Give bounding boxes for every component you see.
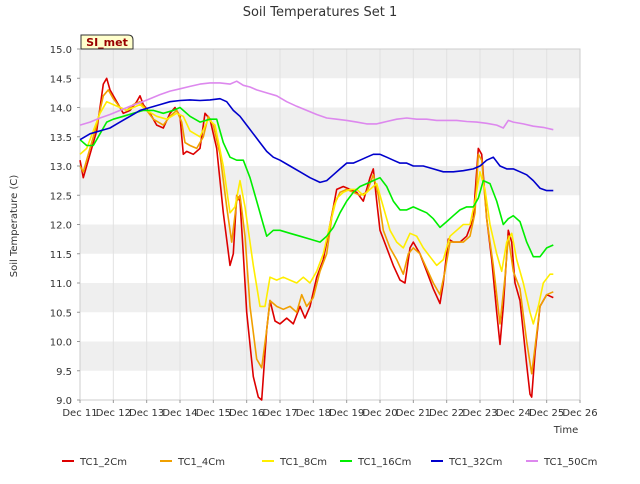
x-tick-label: Dec 12 [96,408,131,419]
plot-band [80,253,580,283]
series-line-tc1-16cm [79,106,554,258]
y-tick-label: 12.0 [50,221,72,232]
legend-item: TC1_4Cm [160,457,225,468]
annotation-text: SI_met [86,36,128,49]
y-tick-label: 14.0 [50,104,72,115]
x-tick-label: Dec 21 [396,408,431,419]
y-tick-label: 11.5 [50,250,72,261]
legend-label: TC1_4Cm [177,457,225,468]
y-axis-ticks: 9.0 9.5 10.0 10.5 11.0 11.5 12.0 12.5 13.0 13.5 14… [50,45,80,407]
annotation-box [80,34,134,50]
x-tick-label: Dec 23 [462,408,497,419]
legend-item: TC1_16Cm [340,457,411,468]
legend-label: TC1_50Cm [543,457,597,468]
y-tick-label: 11.0 [50,279,72,290]
legend-item: TC1_50Cm [526,457,597,468]
x-tick-label: Dec 16 [229,408,264,419]
y-tick-label: 12.5 [50,191,72,202]
legend: TC1_2Cm TC1_4Cm TC1_8Cm TC1_16Cm TC1_32Cm TC1… [62,457,597,468]
legend-label: TC1_32Cm [448,457,502,468]
plot-band [80,107,580,137]
si-met-annotation: SI_met [80,34,134,50]
chart-title: Soil Temperatures Set 1 [243,5,398,20]
plot-band [80,166,580,196]
x-tick-label: Dec 15 [196,408,231,419]
plot-band [80,78,580,108]
series-line-tc1-50cm [79,80,554,131]
plot-band [80,341,580,371]
x-tick-label: Dec 26 [562,408,597,419]
x-tick-label: Dec 14 [162,408,197,419]
x-tick-label: Dec 18 [296,408,331,419]
series-line-tc1-4cm [79,89,554,375]
y-tick-label: 9.5 [56,367,72,378]
plot-band [80,312,580,342]
legend-label: TC1_8Cm [279,457,327,468]
x-tick-label: Dec 20 [362,408,397,419]
x-tick-label: Dec 11 [62,408,97,419]
legend-label: TC1_16Cm [357,457,411,468]
x-tick-label: Dec 13 [129,408,164,419]
plot-band [80,136,580,166]
y-tick-label: 10.0 [50,338,72,349]
series-line-tc1-32cm [79,97,554,192]
x-tick-label: Dec 24 [496,408,531,419]
legend-item: TC1_2Cm [62,457,127,468]
x-tick-label: Dec 17 [262,408,297,419]
y-tick-label: 13.5 [50,133,72,144]
plot-band [80,49,580,79]
legend-item: TC1_32Cm [431,457,502,468]
y-tick-label: 13.0 [50,162,72,173]
plot-gridlines [79,49,581,400]
y-tick-label: 14.5 [50,74,72,85]
x-tick-label: Dec 25 [529,408,564,419]
plot-band [80,370,580,400]
series-line-tc1-8cm [79,100,554,325]
x-tick-label: Dec 22 [429,408,464,419]
x-tick-label: Dec 19 [329,408,364,419]
x-axis-label: Time [553,425,578,436]
y-tick-label: 10.5 [50,308,72,319]
series-lines [79,77,554,401]
legend-label: TC1_2Cm [79,457,127,468]
legend-item: TC1_8Cm [262,457,327,468]
y-tick-label: 9.0 [56,396,72,407]
y-tick-label: 15.0 [50,45,72,56]
y-axis-label: Soil Temperature (C) [9,175,20,278]
plot-band [80,195,580,225]
